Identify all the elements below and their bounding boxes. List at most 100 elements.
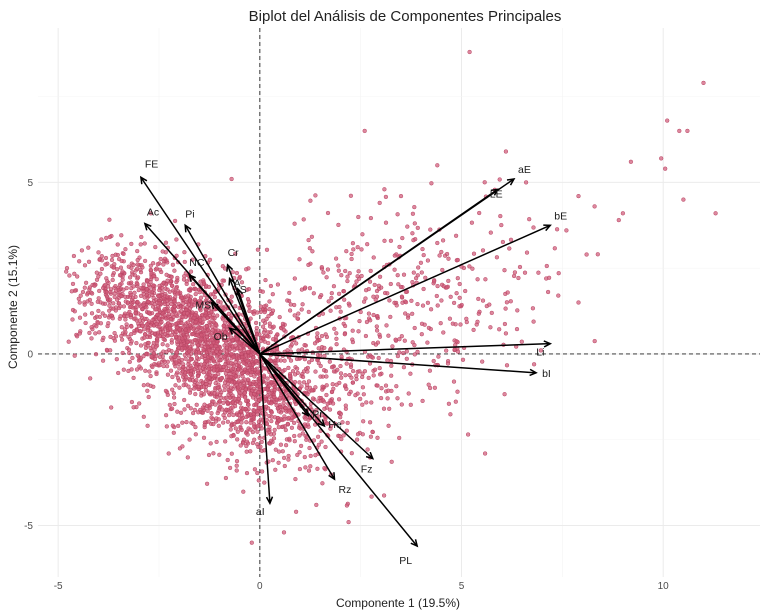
- data-point: [175, 291, 180, 296]
- data-point: [389, 388, 394, 394]
- data-point: [138, 329, 143, 334]
- data-point: [564, 228, 569, 233]
- data-point: [398, 284, 404, 290]
- data-point: [318, 374, 323, 379]
- data-point: [192, 386, 197, 391]
- data-point: [77, 259, 82, 264]
- data-point: [315, 466, 320, 471]
- data-point: [592, 204, 597, 209]
- data-point: [267, 321, 272, 326]
- data-point: [713, 211, 718, 216]
- data-point: [169, 274, 174, 280]
- data-point: [99, 237, 104, 242]
- data-point: [211, 319, 216, 325]
- data-point: [97, 288, 102, 294]
- data-point: [208, 441, 213, 446]
- data-point: [455, 276, 460, 281]
- data-point: [545, 289, 551, 295]
- data-point: [514, 326, 520, 332]
- data-point: [665, 118, 670, 123]
- data-point: [255, 429, 260, 434]
- data-point: [116, 370, 121, 376]
- data-point: [388, 281, 393, 287]
- data-point: [286, 365, 291, 371]
- data-point: [302, 342, 307, 348]
- data-point: [384, 323, 389, 328]
- data-point: [381, 493, 387, 498]
- data-point: [282, 386, 287, 392]
- data-point: [375, 313, 380, 319]
- data-point: [273, 447, 278, 452]
- data-point: [428, 307, 434, 312]
- arrowhead-li: [543, 340, 553, 348]
- data-point: [109, 405, 114, 410]
- data-point: [232, 422, 237, 427]
- data-point: [257, 435, 262, 440]
- data-point: [592, 338, 597, 344]
- data-point: [412, 221, 417, 226]
- data-point: [246, 402, 251, 407]
- data-point: [171, 430, 176, 435]
- data-point: [70, 281, 76, 287]
- data-point: [327, 359, 332, 364]
- data-point: [119, 333, 124, 339]
- data-point: [444, 348, 449, 353]
- data-point: [307, 246, 312, 251]
- data-point: [235, 437, 240, 442]
- data-point: [216, 417, 221, 422]
- data-point: [369, 354, 374, 360]
- data-point: [222, 330, 228, 335]
- data-point: [482, 451, 488, 456]
- data-point: [154, 277, 159, 282]
- data-point: [282, 367, 287, 373]
- arrowhead-s: [236, 287, 244, 296]
- data-point: [278, 442, 284, 447]
- data-point: [244, 470, 250, 476]
- data-point: [126, 347, 132, 352]
- data-point: [458, 322, 463, 327]
- data-point: [224, 395, 229, 400]
- data-point: [362, 369, 368, 374]
- arrowhead-pi: [184, 223, 192, 233]
- data-point: [685, 128, 690, 134]
- data-point: [89, 336, 94, 341]
- data-point: [436, 354, 441, 359]
- data-point: [374, 324, 379, 329]
- data-point: [228, 374, 234, 380]
- data-point: [349, 375, 354, 380]
- data-point: [184, 419, 189, 425]
- data-point: [165, 392, 170, 398]
- data-point: [318, 363, 323, 369]
- data-point: [245, 349, 251, 354]
- data-point: [206, 390, 211, 395]
- data-point: [356, 214, 361, 220]
- data-point: [280, 449, 285, 454]
- axis-ticks: -5 0 5 10 -5 0 5: [24, 178, 669, 592]
- data-point: [181, 301, 186, 306]
- data-point: [395, 212, 400, 217]
- data-point: [204, 299, 210, 305]
- data-point: [172, 401, 177, 407]
- data-point: [448, 294, 453, 299]
- data-point: [121, 251, 126, 257]
- data-point: [264, 404, 269, 409]
- data-point: [185, 311, 190, 316]
- data-point: [116, 256, 122, 262]
- data-point: [488, 230, 493, 235]
- data-point: [354, 373, 359, 378]
- data-point: [275, 332, 280, 337]
- data-point: [110, 316, 115, 321]
- data-point: [382, 290, 388, 296]
- data-point: [161, 336, 166, 342]
- data-point: [174, 286, 179, 291]
- data-point: [162, 359, 167, 365]
- data-point: [504, 363, 510, 368]
- data-point: [104, 293, 110, 299]
- data-point: [531, 319, 536, 324]
- loading-arrow-bi: [259, 353, 537, 374]
- data-point: [412, 325, 417, 331]
- arrowhead-cr: [226, 263, 234, 272]
- data-point: [245, 296, 251, 302]
- data-point: [476, 311, 481, 316]
- data-point: [420, 303, 426, 308]
